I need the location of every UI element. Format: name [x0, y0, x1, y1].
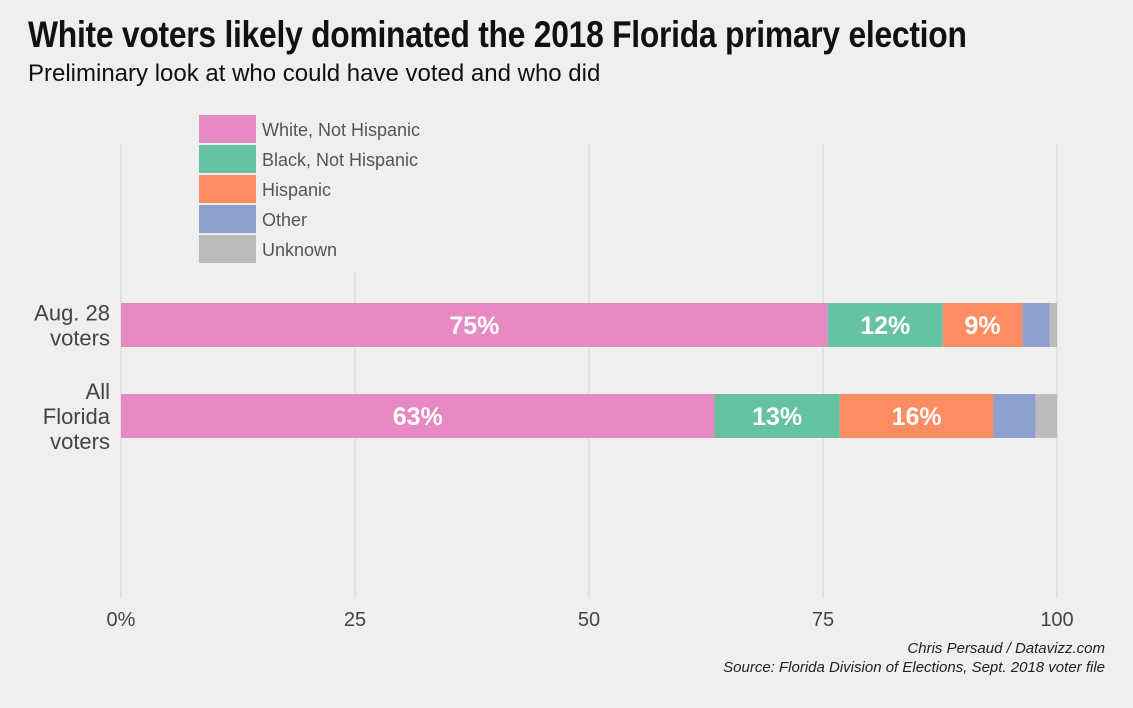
legend-label: Unknown: [262, 240, 337, 260]
legend-label: Other: [262, 210, 307, 230]
x-tick-label: 75: [812, 609, 834, 631]
bar-segment: [121, 303, 828, 347]
y-category-label: voters: [50, 326, 110, 351]
y-category-label: All: [86, 379, 110, 404]
y-category-label: voters: [50, 429, 110, 454]
legend-label: White, Not Hispanic: [262, 120, 420, 140]
legend-label: Hispanic: [262, 180, 331, 200]
y-category-label: Aug. 28: [34, 301, 110, 326]
legend-swatch: [199, 115, 256, 143]
bar-segment: [993, 394, 1036, 438]
bar-segment: [827, 303, 943, 347]
x-tick-label: 25: [344, 609, 366, 631]
x-tick-label: 50: [578, 609, 600, 631]
data-label: 16%: [892, 403, 942, 431]
bar-segment: [1049, 303, 1057, 347]
data-label: 63%: [393, 403, 443, 431]
data-label: 13%: [752, 403, 802, 431]
x-tick-label: 0%: [107, 609, 136, 631]
chart-subtitle: Preliminary look at who could have voted…: [28, 60, 601, 87]
legend-label: Black, Not Hispanic: [262, 150, 418, 170]
credit-caption: Chris Persaud / Datavizz.com: [907, 640, 1105, 657]
data-label: 75%: [449, 312, 499, 340]
bar-segment: [714, 394, 840, 438]
chart-title: White voters likely dominated the 2018 F…: [28, 14, 967, 55]
legend-swatch: [199, 175, 256, 203]
legend-swatch: [199, 205, 256, 233]
source-caption: Source: Florida Division of Elections, S…: [723, 659, 1105, 676]
legend-swatch: [199, 145, 256, 173]
bar-segment: [839, 394, 994, 438]
data-label: 12%: [860, 312, 910, 340]
bar-segment: [1022, 303, 1050, 347]
bar-segment: [942, 303, 1023, 347]
data-label: 9%: [965, 312, 1001, 340]
x-tick-label: 100: [1040, 609, 1073, 631]
y-category-label: Florida: [43, 404, 111, 429]
legend-swatch: [199, 235, 256, 263]
bar-segment: [121, 394, 715, 438]
bar-segment: [1035, 394, 1057, 438]
